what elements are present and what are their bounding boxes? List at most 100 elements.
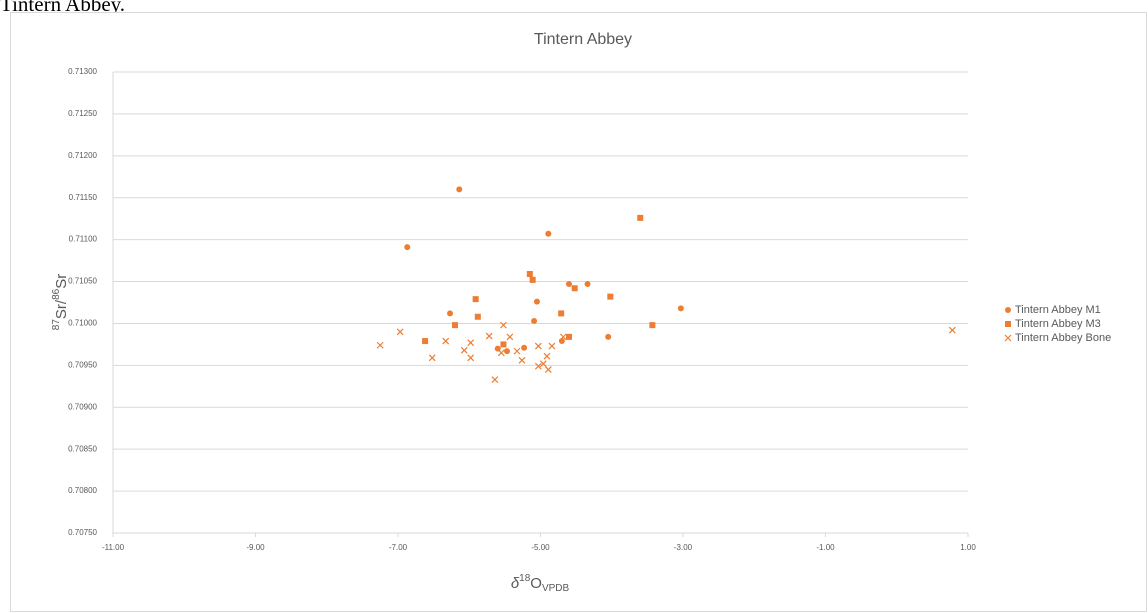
y-tick-label: 0.71100 <box>69 235 98 244</box>
point <box>539 360 547 368</box>
point <box>1005 307 1011 313</box>
x-tick-label: -1.00 <box>816 543 835 552</box>
point <box>545 230 552 237</box>
cross-stroke <box>376 341 384 349</box>
cross-stroke <box>539 360 547 368</box>
point <box>584 281 591 288</box>
x-tick-label: -7.00 <box>389 543 408 552</box>
point <box>500 341 507 348</box>
point <box>649 322 656 329</box>
point <box>529 276 536 283</box>
y-label-part: 87 <box>51 319 62 331</box>
legend-label: Tintern Abbey M1 <box>1015 304 1101 316</box>
cross-stroke <box>506 333 514 341</box>
chart-title: Tintern Abbey <box>534 31 632 48</box>
point <box>558 310 565 317</box>
x-label-part: O <box>530 575 542 592</box>
point <box>428 354 436 362</box>
point <box>544 366 552 373</box>
x-tick-label: -3.00 <box>674 543 693 552</box>
y-tick-label: 0.71200 <box>68 151 97 160</box>
cross-stroke <box>491 376 499 384</box>
y-tick-label: 0.71050 <box>68 277 97 286</box>
cross-stroke <box>513 347 521 355</box>
point <box>452 322 458 329</box>
point <box>513 347 521 355</box>
cross-stroke <box>467 354 475 362</box>
cross-stroke <box>544 366 552 373</box>
legend-label: Tintern Abbey M3 <box>1015 318 1101 330</box>
y-tick-label: 0.71000 <box>68 319 97 328</box>
y-label-part: Sr <box>53 274 70 289</box>
point <box>460 346 468 354</box>
point <box>948 326 956 334</box>
x-label-part: 18 <box>519 573 531 584</box>
point <box>456 186 463 193</box>
y-tick-label: 0.71300 <box>68 67 97 76</box>
y-tick-label: 0.70900 <box>68 402 97 411</box>
point <box>376 341 384 349</box>
point <box>521 344 528 351</box>
point <box>472 296 479 303</box>
cross-stroke <box>442 337 450 345</box>
cross-stroke <box>460 346 468 354</box>
point <box>497 349 505 357</box>
legend-label: Tintern Abbey Bone <box>1015 332 1111 344</box>
point <box>1004 334 1012 342</box>
cross-stroke <box>534 342 542 350</box>
point <box>559 333 567 341</box>
cross-stroke <box>543 352 551 360</box>
y-tick-label: 0.70950 <box>68 360 97 369</box>
point <box>474 313 481 320</box>
point <box>518 356 526 364</box>
caption: Tintern Abbey. <box>0 0 125 16</box>
point <box>571 285 578 292</box>
x-tick-label: 1.00 <box>960 543 976 552</box>
cross-stroke <box>497 349 505 357</box>
point <box>467 339 475 347</box>
x-tick-label: -9.00 <box>246 543 265 552</box>
y-label-part: 86 <box>51 288 62 300</box>
cross-stroke <box>396 328 404 336</box>
point <box>491 376 499 384</box>
point <box>1005 321 1011 327</box>
cross-stroke <box>548 342 556 350</box>
cross-stroke <box>500 321 507 329</box>
x-tick-label: -5.00 <box>531 543 550 552</box>
x-axis-label: δ18OVPDB <box>511 573 570 594</box>
point <box>543 352 551 360</box>
point <box>504 348 511 355</box>
y-label-part: Sr/ <box>53 299 70 319</box>
point <box>566 333 572 340</box>
point <box>548 342 556 350</box>
point <box>607 293 614 300</box>
point <box>637 214 644 221</box>
y-tick-label: 0.70750 <box>68 528 97 537</box>
x-label-part: δ <box>511 575 520 592</box>
cross-stroke <box>559 333 567 341</box>
cross-stroke <box>534 362 542 370</box>
y-tick-label: 0.71150 <box>69 193 98 202</box>
point <box>467 354 475 362</box>
cross-stroke <box>467 339 475 347</box>
point <box>677 305 684 312</box>
cross-stroke <box>1004 334 1012 342</box>
point <box>506 333 514 341</box>
point <box>605 333 612 340</box>
x-label-part: VPDB <box>542 583 570 594</box>
cross-stroke <box>485 332 493 340</box>
chart-frame <box>10 12 1147 612</box>
point <box>526 271 533 278</box>
point <box>422 338 429 345</box>
x-tick-label: -11.00 <box>102 543 125 552</box>
point <box>396 328 404 336</box>
y-axis-label: 87Sr/86Sr <box>51 274 70 330</box>
y-tick-label: 0.71250 <box>68 109 97 118</box>
cross-stroke <box>428 354 436 362</box>
point <box>566 281 572 288</box>
y-tick-label: 0.70800 <box>68 486 97 495</box>
cross-stroke <box>518 356 526 364</box>
point <box>531 317 538 324</box>
point <box>533 298 540 305</box>
